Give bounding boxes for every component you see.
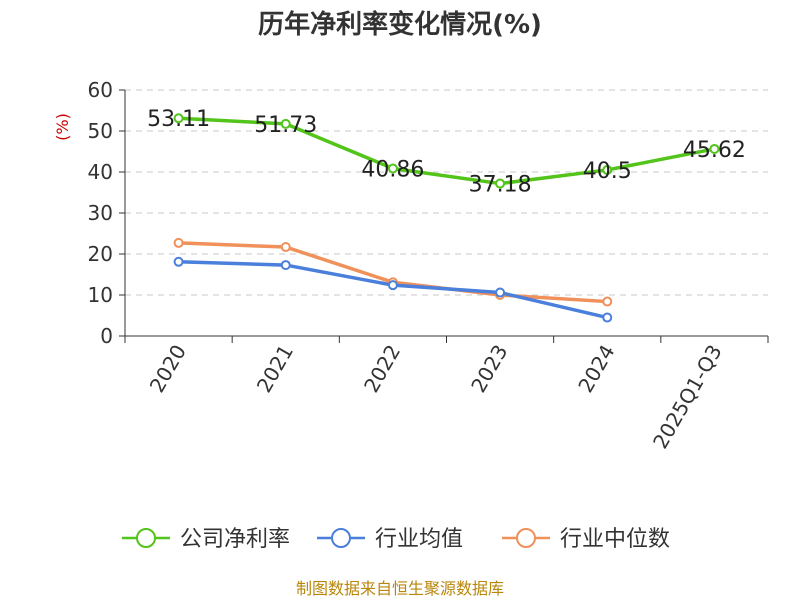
y-axis-label: (%) xyxy=(53,113,72,141)
y-tick-label: 10 xyxy=(88,283,113,307)
y-tick-labels: 0 10 20 30 40 50 60 xyxy=(88,78,113,348)
data-labels: 53.11 51.73 40.86 37.18 40.5 45.62 xyxy=(147,107,746,197)
series-line xyxy=(178,241,608,304)
y-tick-label: 0 xyxy=(100,324,113,348)
data-label: 37.18 xyxy=(469,173,532,198)
legend-marker xyxy=(331,528,351,548)
x-tick-label: 2024 xyxy=(573,341,619,397)
data-label: 45.62 xyxy=(683,138,746,163)
axes xyxy=(119,89,769,343)
y-tick-label: 40 xyxy=(88,160,113,184)
source-note: 制图数据来自恒生聚源数据库 xyxy=(296,579,504,598)
grid-lines xyxy=(125,89,768,296)
data-label: 40.86 xyxy=(361,157,424,182)
data-label: 53.11 xyxy=(147,107,210,132)
legend-marker xyxy=(516,528,536,548)
legend-item[interactable]: 行业中位数 xyxy=(502,527,670,552)
data-point xyxy=(173,113,184,124)
data-point xyxy=(280,118,291,129)
series-line xyxy=(178,116,715,186)
legend-label: 公司净利率 xyxy=(180,527,290,552)
x-tick-label: 2021 xyxy=(252,341,298,397)
y-tick-label: 20 xyxy=(88,242,113,266)
legend-label: 行业均值 xyxy=(375,527,463,552)
legend[interactable]: 公司净利率 行业均值 行业中位数 xyxy=(122,527,670,552)
x-tick-label: 2022 xyxy=(359,341,405,397)
chart-title: 历年净利率变化情况(%) xyxy=(258,9,542,40)
data-point xyxy=(602,296,613,307)
legend-marker xyxy=(136,528,156,548)
data-point xyxy=(602,312,613,323)
data-point xyxy=(280,260,291,271)
data-point xyxy=(173,256,184,267)
data-point xyxy=(602,164,613,175)
data-label: 40.5 xyxy=(583,159,632,184)
x-tick-labels: 2020 2021 2022 2023 2024 2025Q1-Q3 xyxy=(145,341,727,453)
y-tick-label: 30 xyxy=(88,201,113,225)
data-point xyxy=(709,143,720,154)
x-tick-label: 2025Q1-Q3 xyxy=(648,341,727,453)
data-point xyxy=(387,163,398,174)
series-layer xyxy=(173,113,720,323)
data-point xyxy=(173,237,184,248)
legend-label: 行业中位数 xyxy=(560,527,670,552)
data-point xyxy=(280,242,291,253)
data-point xyxy=(387,280,398,291)
y-tick-label: 50 xyxy=(88,119,113,143)
x-tick-label: 2020 xyxy=(145,341,191,397)
data-label: 51.73 xyxy=(254,113,317,138)
data-point xyxy=(495,287,506,298)
data-point xyxy=(495,178,506,189)
y-tick-label: 60 xyxy=(88,78,113,102)
legend-item[interactable]: 公司净利率 xyxy=(122,527,290,552)
legend-item[interactable]: 行业均值 xyxy=(317,527,463,552)
x-tick-label: 2023 xyxy=(466,341,512,397)
